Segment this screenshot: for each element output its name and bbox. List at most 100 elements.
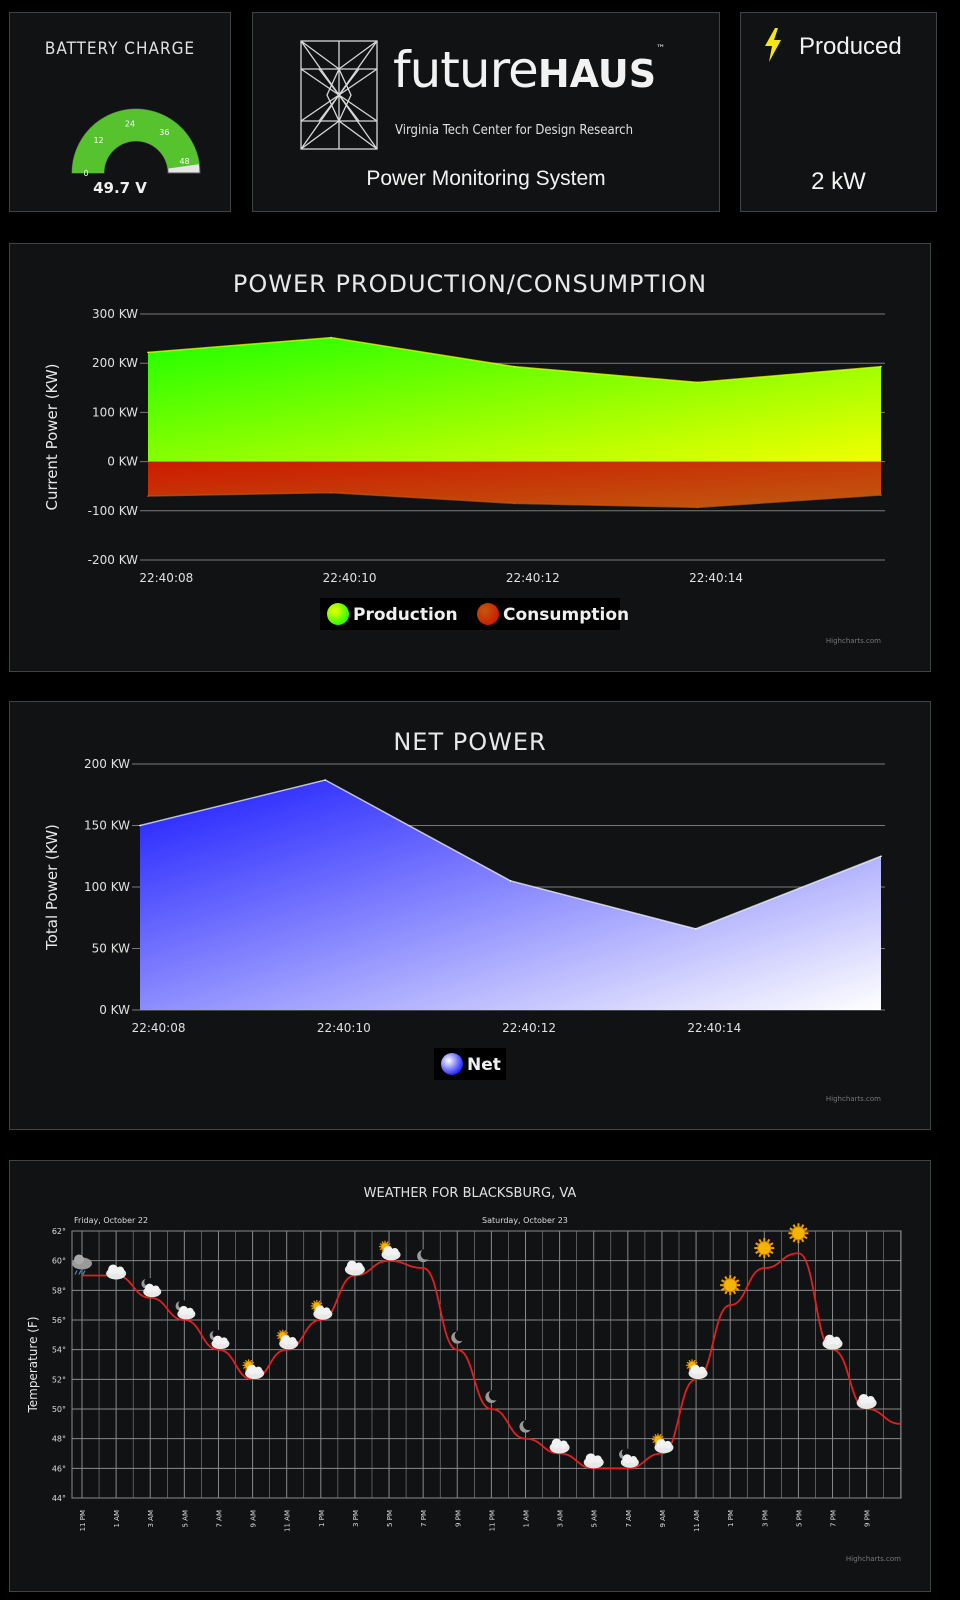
sun-cloud-icon (310, 1300, 333, 1320)
x-tick-label: 11 AM (284, 1510, 292, 1532)
y-tick-label: 60° (52, 1257, 66, 1266)
chart-legend: Net (434, 1048, 506, 1080)
futurehaus-logo-mark (300, 40, 378, 150)
data-point (330, 491, 333, 494)
legend-marker-net (441, 1053, 463, 1075)
net-power-chart: NET POWER 200 KW 150 KW 100 KW 50 KW 0 KW Tota… (43, 728, 885, 1103)
legend-marker-consumption (477, 603, 499, 625)
weather-chart: WEATHER FOR BLACKSBURG, VA Friday, Octobe… (26, 1186, 902, 1563)
x-tick-label: 22:40:08 (132, 1021, 186, 1035)
y-tick-label: 62° (52, 1227, 66, 1236)
x-tick-label: 3 PM (352, 1510, 360, 1527)
data-point (147, 495, 149, 497)
data-point (513, 502, 516, 505)
highcharts-credit: Highcharts.com (826, 637, 881, 645)
power-production-consumption-chart: POWER PRODUCTION/CONSUMPTION 300 KW 200 KW… (43, 270, 885, 645)
power-chart-panel: POWER PRODUCTION/CONSUMPTION 300 KW 200 KW… (9, 243, 931, 672)
y-tick-label: 150 KW (84, 819, 130, 833)
gauge-tick-label: 12 (93, 136, 103, 145)
data-point (139, 824, 141, 827)
data-point (880, 494, 882, 496)
x-tick-label: 7 PM (420, 1510, 428, 1527)
y-tick-label: 200 KW (92, 356, 138, 370)
y-tick-label: 100 KW (84, 880, 130, 894)
plot-border (71, 1230, 902, 1499)
y-tick-label: 44° (52, 1494, 66, 1503)
x-tick-label: 3 AM (147, 1510, 155, 1528)
data-point (324, 779, 327, 781)
data-point (696, 381, 699, 384)
moon-icon (519, 1419, 534, 1433)
y-tick-label: 48° (52, 1435, 66, 1444)
battery-gauge: 0 12 24 36 48 (71, 108, 201, 178)
x-tick-label: 1 PM (318, 1510, 326, 1527)
battery-value: 49.7 V (93, 179, 147, 197)
net-power-panel: NET POWER 200 KW 150 KW 100 KW 50 KW 0 KW Tota… (9, 701, 931, 1130)
x-tick-label: 11 AM (693, 1510, 701, 1532)
x-tick-label: 5 PM (795, 1510, 803, 1527)
cloud-icon (822, 1334, 843, 1350)
battery-panel: BATTERY CHARGE 0 12 24 36 48 49.7 V (9, 12, 231, 212)
area-consumption (148, 461, 881, 508)
x-tick-label: 7 AM (625, 1510, 633, 1528)
x-tick-label: 22:40:14 (687, 1021, 741, 1035)
data-point (880, 365, 882, 368)
data-point (694, 928, 697, 930)
x-tick-label: 22:40:12 (502, 1021, 556, 1035)
temperature-line (81, 1252, 901, 1470)
legend-label-consumption: Consumption (503, 605, 629, 625)
x-tick-label: 9 AM (250, 1510, 258, 1528)
y-axis-label: Temperature (F) (26, 1316, 40, 1413)
gauge-fill (72, 109, 200, 173)
sun-cloud-icon (686, 1359, 708, 1380)
x-tick-label: 22:40:14 (689, 571, 743, 585)
y-axis-label: Total Power (KW) (43, 824, 61, 951)
data-point (696, 506, 699, 509)
moon-icon (451, 1330, 466, 1344)
logo-subtitle: Power Monitoring System (366, 167, 606, 190)
x-tick-label: 9 PM (864, 1510, 872, 1527)
data-point (509, 880, 512, 882)
legend-background (320, 598, 620, 630)
logo-trademark: ™ (656, 44, 666, 54)
x-tick-label: 1 AM (522, 1510, 530, 1528)
gauge-tick-label: 24 (125, 119, 135, 128)
x-tick-label: 22:40:10 (323, 571, 377, 585)
sun-icon (720, 1275, 741, 1296)
data-point (513, 365, 516, 368)
cloud-icon (106, 1264, 127, 1280)
y-tick-label: 0 KW (99, 1003, 130, 1017)
x-tick-label: 5 AM (181, 1510, 189, 1528)
rain-cloud-icon (72, 1254, 92, 1275)
x-tick-label: 5 PM (386, 1510, 394, 1527)
produced-panel: Produced 2 kW (740, 12, 937, 212)
legend-label-production: Production (353, 605, 458, 625)
area-production (148, 337, 881, 462)
chart-title: POWER PRODUCTION/CONSUMPTION (233, 270, 707, 298)
data-point (330, 336, 333, 339)
y-tick-label: 50° (52, 1405, 66, 1414)
logo-word-bold: HAUS (537, 52, 657, 96)
y-tick-label: 50 KW (92, 942, 131, 956)
chart-title: NET POWER (393, 728, 546, 756)
gauge-tick-label: 0 (83, 169, 88, 178)
cloud-icon (549, 1438, 570, 1454)
y-tick-label: 0 KW (107, 455, 138, 469)
y-tick-label: 300 KW (92, 307, 138, 321)
y-tick-label: 58° (52, 1286, 66, 1295)
moon-cloud-icon (209, 1329, 230, 1350)
sun-cloud-icon (242, 1359, 265, 1380)
moon-cloud-icon (141, 1277, 162, 1298)
battery-title: BATTERY CHARGE (44, 39, 196, 59)
weather-panel: WEATHER FOR BLACKSBURG, VA Friday, Octobe… (9, 1160, 931, 1592)
legend-marker-production (327, 603, 349, 625)
x-tick-label: 22:40:08 (139, 571, 193, 585)
moon-icon (417, 1248, 432, 1263)
y-tick-label: 52° (52, 1375, 66, 1384)
day-label: Friday, October 22 (74, 1216, 148, 1225)
sun-icon (754, 1238, 775, 1259)
highcharts-credit: Highcharts.com (826, 1095, 881, 1103)
y-tick-label: 200 KW (84, 757, 130, 771)
legend-label-net: Net (467, 1055, 501, 1075)
data-point (147, 351, 149, 354)
